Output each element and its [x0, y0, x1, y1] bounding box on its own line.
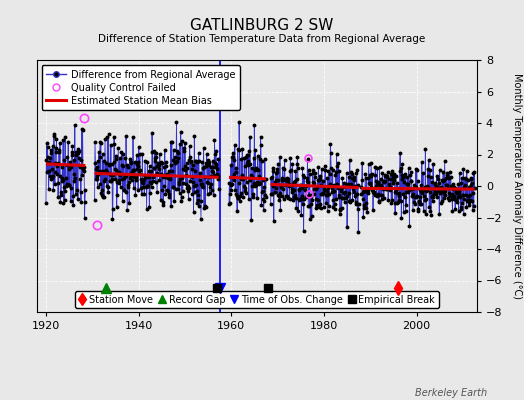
Text: Berkeley Earth: Berkeley Earth — [415, 388, 487, 398]
Legend: Station Move, Record Gap, Time of Obs. Change, Empirical Break: Station Move, Record Gap, Time of Obs. C… — [74, 291, 439, 308]
Y-axis label: Monthly Temperature Anomaly Difference (°C): Monthly Temperature Anomaly Difference (… — [512, 73, 522, 299]
Text: GATLINBURG 2 SW: GATLINBURG 2 SW — [190, 18, 334, 33]
Text: Difference of Station Temperature Data from Regional Average: Difference of Station Temperature Data f… — [99, 34, 425, 44]
